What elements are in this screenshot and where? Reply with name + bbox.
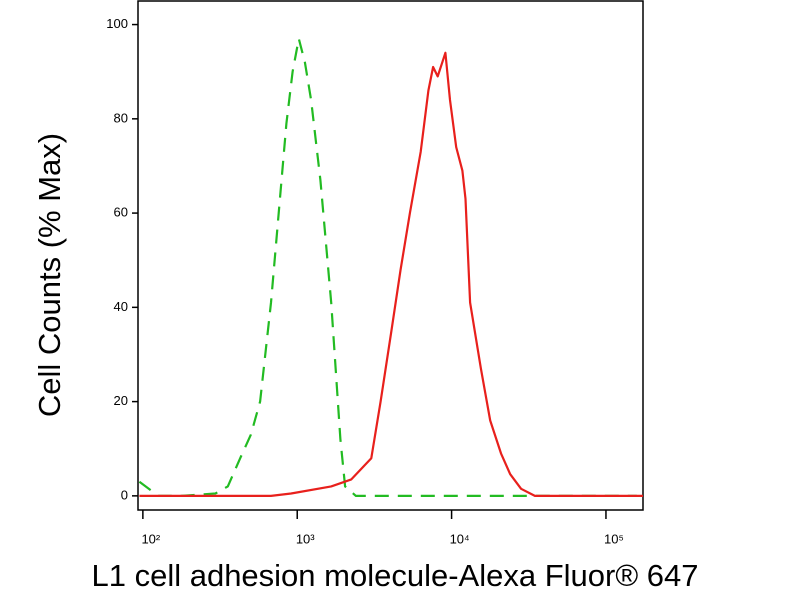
x-tick-label: 10⁵ [604, 531, 624, 546]
series-line [138, 37, 637, 497]
y-tick-label: 0 [121, 487, 128, 502]
y-tick-label: 20 [114, 393, 128, 408]
y-tick-label: 100 [106, 16, 128, 31]
y-axis-title: Cell Counts (% Max) [32, 133, 67, 417]
y-tick-label: 60 [114, 205, 128, 220]
x-tick-label: 10² [141, 531, 160, 546]
plot-frame [137, 0, 644, 511]
y-tick-label: 40 [114, 299, 128, 314]
x-tick-label: 10³ [296, 531, 315, 546]
x-tick-label: 10⁴ [450, 531, 470, 546]
series-line [139, 51, 643, 497]
y-tick-label: 80 [114, 110, 128, 125]
x-axis-title: L1 cell adhesion molecule-Alexa Fluor® 6… [91, 558, 698, 593]
